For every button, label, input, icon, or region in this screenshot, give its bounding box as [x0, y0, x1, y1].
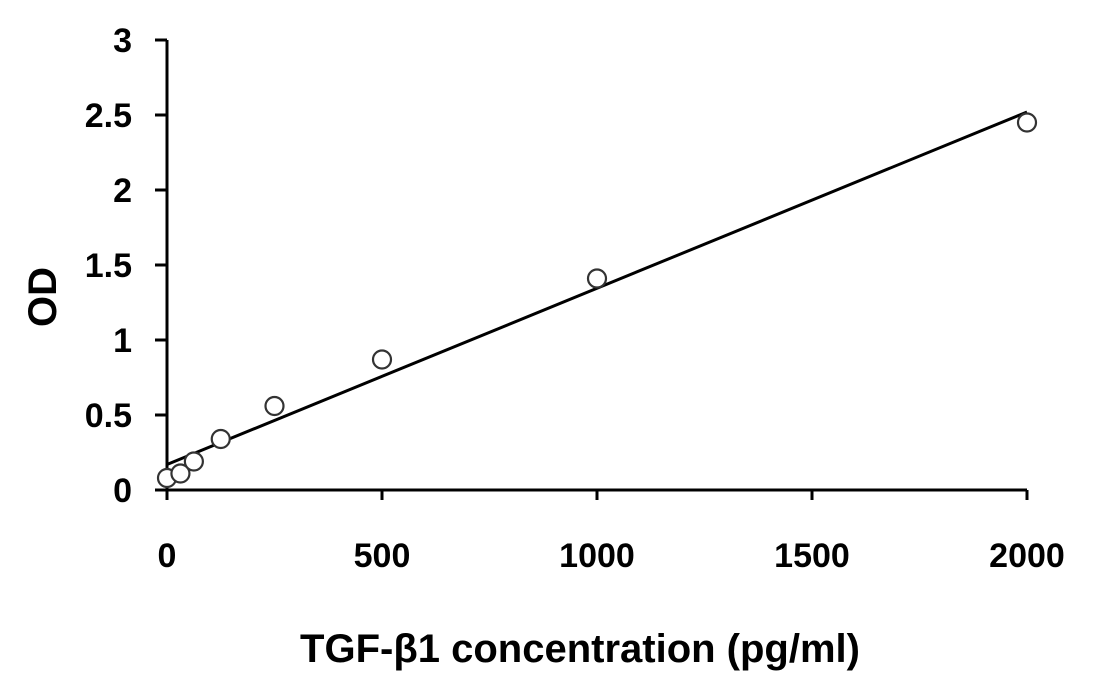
x-axis-title: TGF-β1 concentration (pg/ml)	[300, 627, 860, 671]
y-tick-label: 2.5	[85, 97, 132, 135]
data-points	[156, 112, 1038, 489]
x-tick-label: 1500	[774, 537, 850, 575]
axes	[165, 40, 1027, 492]
ticks: 0 500 1000 1500 2000 0 0.5 1 1.5 2 2.5 3	[85, 22, 1065, 575]
y-tick-label: 3	[113, 22, 132, 60]
data-point	[264, 395, 285, 417]
data-point	[210, 428, 231, 450]
data-point	[586, 268, 608, 289]
x-tick-label: 0	[158, 537, 177, 575]
x-tick-label: 1000	[559, 537, 635, 575]
data-point	[183, 451, 204, 472]
y-tick-label: 0.5	[85, 397, 132, 435]
y-tick-label: 2	[113, 172, 132, 210]
data-point	[1016, 112, 1038, 133]
data-point	[371, 349, 393, 370]
y-tick-label: 1	[113, 322, 132, 360]
x-tick-label: 2000	[989, 537, 1065, 575]
data-point	[170, 463, 191, 484]
x-tick-label: 500	[354, 537, 411, 575]
y-axis-title: OD	[21, 267, 65, 327]
y-tick-label: 1.5	[85, 247, 132, 285]
y-tick-label: 0	[113, 472, 132, 510]
